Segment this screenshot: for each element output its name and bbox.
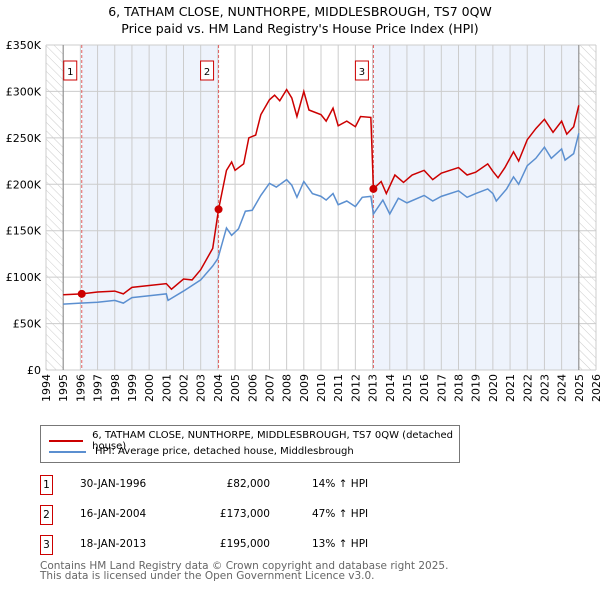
legend: 6, TATHAM CLOSE, NUNTHORPE, MIDDLESBROUG… [40,425,460,463]
marker-label-box [63,60,78,81]
x-tick-label: 2004 [212,374,225,402]
x-tick-label: 1996 [74,374,87,402]
transaction-number: 1 [40,475,53,495]
sale-point [77,289,86,298]
x-tick-label: 2011 [332,374,345,402]
x-tick-label: 2026 [590,374,600,402]
hatched-region-after [578,45,596,370]
y-tick-label: £0 [27,364,41,377]
transaction-date: 18-JAN-2013 [80,538,147,550]
y-tick-label: £350K [6,39,42,52]
y-tick-label: £200K [6,178,42,191]
price-chart: 1994 1995 1996 1997 1998 1999 2000 2001 2002 2003… [6,39,600,402]
shaded-band [81,45,219,370]
x-tick-label: 2025 [573,374,586,402]
sale-point [214,205,223,214]
marker-label-box [354,60,369,81]
x-tick-label: 1994 [40,374,53,402]
marker-label: 3 [359,67,365,78]
x-tick-label: 2022 [521,374,534,402]
transaction-hpi: 47% ↑ HPI [312,508,369,520]
x-tick-label: 2013 [367,374,380,402]
y-tick-label: £250K [6,132,42,145]
y-tick-label: £300K [6,85,42,98]
transaction-row: 1 30-JAN-1996 £82,000 14% ↑ HPI [40,475,440,495]
hpi-line [63,133,580,305]
transaction-date: 16-JAN-2004 [80,508,147,520]
y-tick-label: £150K [6,225,42,238]
x-tick-label: 1997 [92,374,105,402]
sale-point [369,184,378,193]
x-tick-label: 2010 [315,374,328,402]
x-tick-label: 1998 [109,374,122,402]
x-tick-label: 2003 [195,374,208,402]
transaction-row: 3 18-JAN-2013 £195,000 13% ↑ HPI [40,535,440,555]
x-tick-label: 2015 [401,374,414,402]
x-tick-label: 2002 [178,374,191,402]
chart-title: 6, TATHAM CLOSE, NUNTHORPE, MIDDLESBROUG… [108,4,492,19]
transaction-hpi: 14% ↑ HPI [312,478,369,490]
transaction-hpi: 13% ↑ HPI [312,538,369,550]
x-tick-label: 2009 [298,374,311,402]
x-tick-label: 1995 [57,374,70,402]
transaction-price: £173,000 [219,508,270,520]
transaction-date: 30-JAN-1996 [80,478,147,490]
property-price-line [63,88,580,296]
marker-label: 2 [204,67,210,78]
footer-licence: This data is licensed under the Open Gov… [40,570,375,582]
x-tick-label: 1999 [126,374,139,402]
x-tick-label: 2017 [435,374,448,402]
transaction-price: £82,000 [226,478,270,490]
footer: Contains HM Land Registry data © Crown c… [40,560,449,582]
x-tick-label: 2006 [246,374,259,402]
hatched-region-before [46,45,64,370]
x-tick-label: 2000 [143,374,156,402]
x-tick-label: 2008 [281,374,294,402]
transaction-number: 3 [40,535,53,555]
x-tick-label: 2016 [418,374,431,402]
x-tick-label: 2005 [229,374,242,402]
legend-label-property: 6, TATHAM CLOSE, NUNTHORPE, MIDDLESBROUG… [92,430,453,452]
x-tick-label: 2007 [263,374,276,402]
x-tick-label: 2023 [538,374,551,402]
x-tick-label: 2021 [504,374,517,402]
x-tick-label: 2012 [349,374,362,402]
y-tick-label: £50K [13,318,42,331]
marker-label: 1 [67,67,73,78]
x-tick-label: 2018 [453,374,466,402]
marker-label-box [200,60,215,81]
x-tick-label: 2020 [487,374,500,402]
transaction-row: 2 16-JAN-2004 £173,000 47% ↑ HPI [40,505,440,525]
legend-swatch-hpi [49,450,86,453]
legend-swatch-property [49,440,84,442]
transaction-number: 2 [40,505,53,525]
footer-copyright: Contains HM Land Registry data © Crown c… [40,560,449,572]
x-tick-label: 2001 [160,374,173,402]
x-tick-label: 2019 [470,374,483,402]
x-tick-label: 2024 [556,374,569,402]
y-tick-label: £100K [6,271,42,284]
legend-label-hpi: HPI: Average price, detached house, Midd… [95,446,354,457]
transaction-price: £195,000 [219,538,270,550]
chart-subtitle: Price paid vs. HM Land Registry's House … [121,21,479,36]
x-tick-label: 2014 [384,374,397,402]
